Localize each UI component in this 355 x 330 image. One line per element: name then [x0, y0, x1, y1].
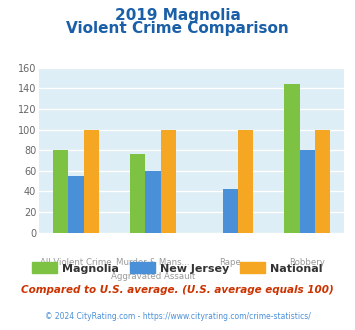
Bar [161, 130, 176, 233]
Text: All Violent Crime: All Violent Crime [40, 258, 112, 267]
Text: Robbery: Robbery [289, 258, 325, 267]
Bar [284, 84, 300, 233]
Bar [238, 130, 253, 233]
Bar [146, 171, 161, 233]
Text: Murder & Mans...: Murder & Mans... [116, 258, 190, 267]
Text: Compared to U.S. average. (U.S. average equals 100): Compared to U.S. average. (U.S. average … [21, 285, 334, 295]
Bar [315, 130, 331, 233]
Bar [84, 130, 99, 233]
Bar [69, 176, 84, 233]
Bar [53, 150, 69, 233]
Bar [300, 150, 315, 233]
Text: Violent Crime Comparison: Violent Crime Comparison [66, 21, 289, 36]
Text: Rape: Rape [219, 258, 241, 267]
Bar [130, 154, 146, 233]
Text: 2019 Magnolia: 2019 Magnolia [115, 8, 240, 23]
Text: Aggravated Assault: Aggravated Assault [111, 272, 195, 280]
Text: © 2024 CityRating.com - https://www.cityrating.com/crime-statistics/: © 2024 CityRating.com - https://www.city… [45, 312, 310, 321]
Legend: Magnolia, New Jersey, National: Magnolia, New Jersey, National [28, 258, 327, 278]
Bar [223, 189, 238, 233]
